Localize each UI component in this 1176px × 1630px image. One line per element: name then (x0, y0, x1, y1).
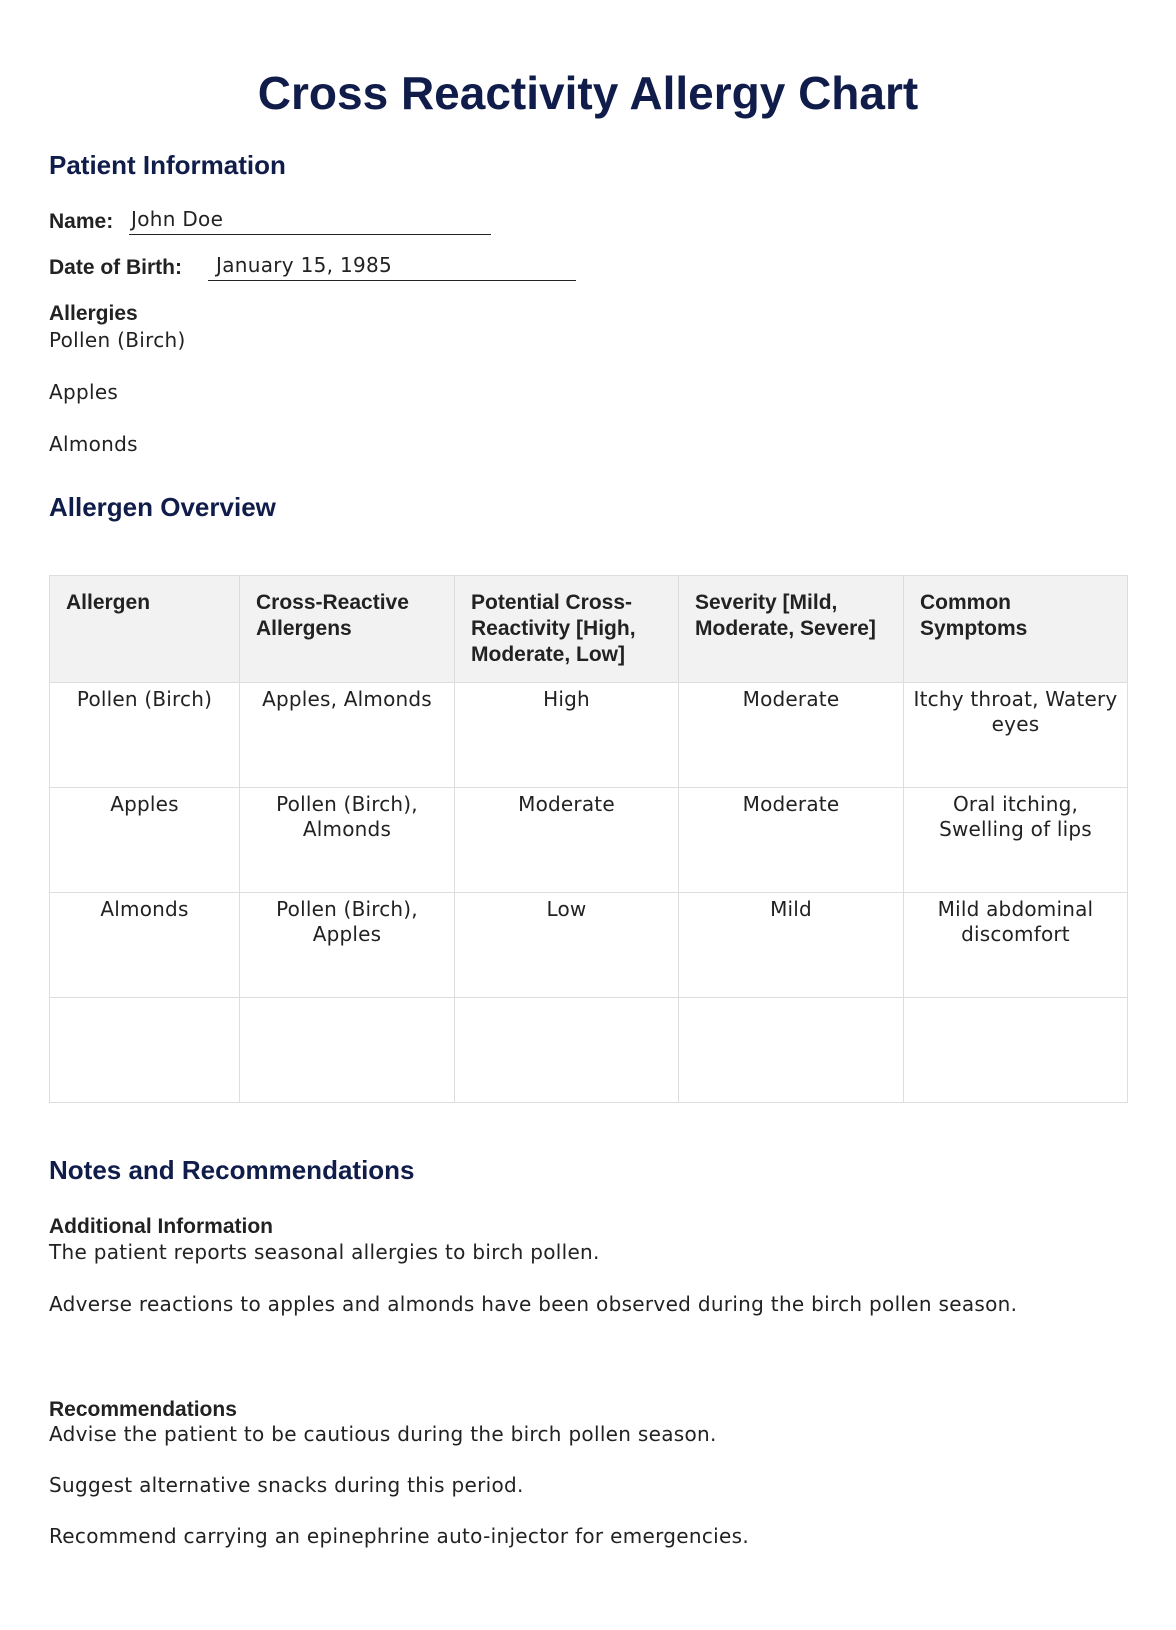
dob-label: Date of Birth: (49, 256, 182, 279)
column-header: Common Symptoms (903, 575, 1128, 683)
additional-info-text: The patient reports seasonal allergies t… (49, 1240, 600, 1264)
table-row: Almonds Pollen (Birch), Apples Low Mild … (49, 892, 1128, 998)
recommendations-label: Recommendations (49, 1398, 237, 1421)
column-header: Severity [Mild, Moderate, Severe] (678, 575, 904, 683)
recommendation-text: Recommend carrying an epinephrine auto-i… (49, 1524, 749, 1548)
table-cell[interactable] (454, 997, 679, 1103)
recommendation-text: Suggest alternative snacks during this p… (49, 1473, 524, 1497)
table-cell: Pollen (Birch) (49, 682, 240, 788)
page-title: Cross Reactivity Allergy Chart (257, 67, 919, 119)
table-cell[interactable] (903, 997, 1128, 1103)
table-cell: Apples, Almonds (239, 682, 455, 788)
table-cell[interactable] (49, 997, 240, 1103)
allergen-table: Allergen Cross-Reactive Allergens Potent… (49, 575, 1128, 1103)
allergen-overview-heading: Allergen Overview (49, 492, 276, 522)
name-label: Name: (49, 210, 114, 233)
column-header: Allergen (49, 575, 240, 683)
table-row: Pollen (Birch) Apples, Almonds High Mode… (49, 682, 1128, 788)
allergies-label: Allergies (49, 302, 138, 325)
table-cell[interactable] (239, 997, 455, 1103)
table-cell: Moderate (454, 787, 679, 893)
table-row: Apples Pollen (Birch), Almonds Moderate … (49, 787, 1128, 893)
table-cell: Almonds (49, 892, 240, 998)
table-cell: Apples (49, 787, 240, 893)
table-cell: Mild (678, 892, 904, 998)
allergy-item: Pollen (Birch) (49, 328, 186, 352)
column-header: Cross-Reactive Allergens (239, 575, 455, 683)
name-field[interactable]: John Doe (129, 208, 491, 235)
recommendation-text: Advise the patient to be cautious during… (49, 1422, 717, 1446)
patient-info-heading: Patient Information (49, 150, 286, 180)
table-cell: Pollen (Birch), Almonds (239, 787, 455, 893)
allergy-item: Almonds (49, 432, 138, 456)
additional-info-text: Adverse reactions to apples and almonds … (49, 1292, 1018, 1316)
table-cell: Moderate (678, 787, 904, 893)
table-cell[interactable] (678, 997, 904, 1103)
table-cell: Mild abdominal discomfort (903, 892, 1128, 998)
table-header-row: Allergen Cross-Reactive Allergens Potent… (49, 575, 1128, 683)
dob-field[interactable]: January 15, 1985 (208, 254, 576, 281)
table-cell: Oral itching, Swelling of lips (903, 787, 1128, 893)
additional-info-label: Additional Information (49, 1215, 273, 1238)
table-cell: Itchy throat, Watery eyes (903, 682, 1128, 788)
table-cell: Pollen (Birch), Apples (239, 892, 455, 998)
allergy-item: Apples (49, 380, 119, 404)
notes-heading: Notes and Recommendations (49, 1155, 415, 1185)
column-header: Potential Cross-Reactivity [High, Modera… (454, 575, 679, 683)
table-row-empty (49, 997, 1128, 1103)
table-cell: Low (454, 892, 679, 998)
table-cell: High (454, 682, 679, 788)
table-cell: Moderate (678, 682, 904, 788)
